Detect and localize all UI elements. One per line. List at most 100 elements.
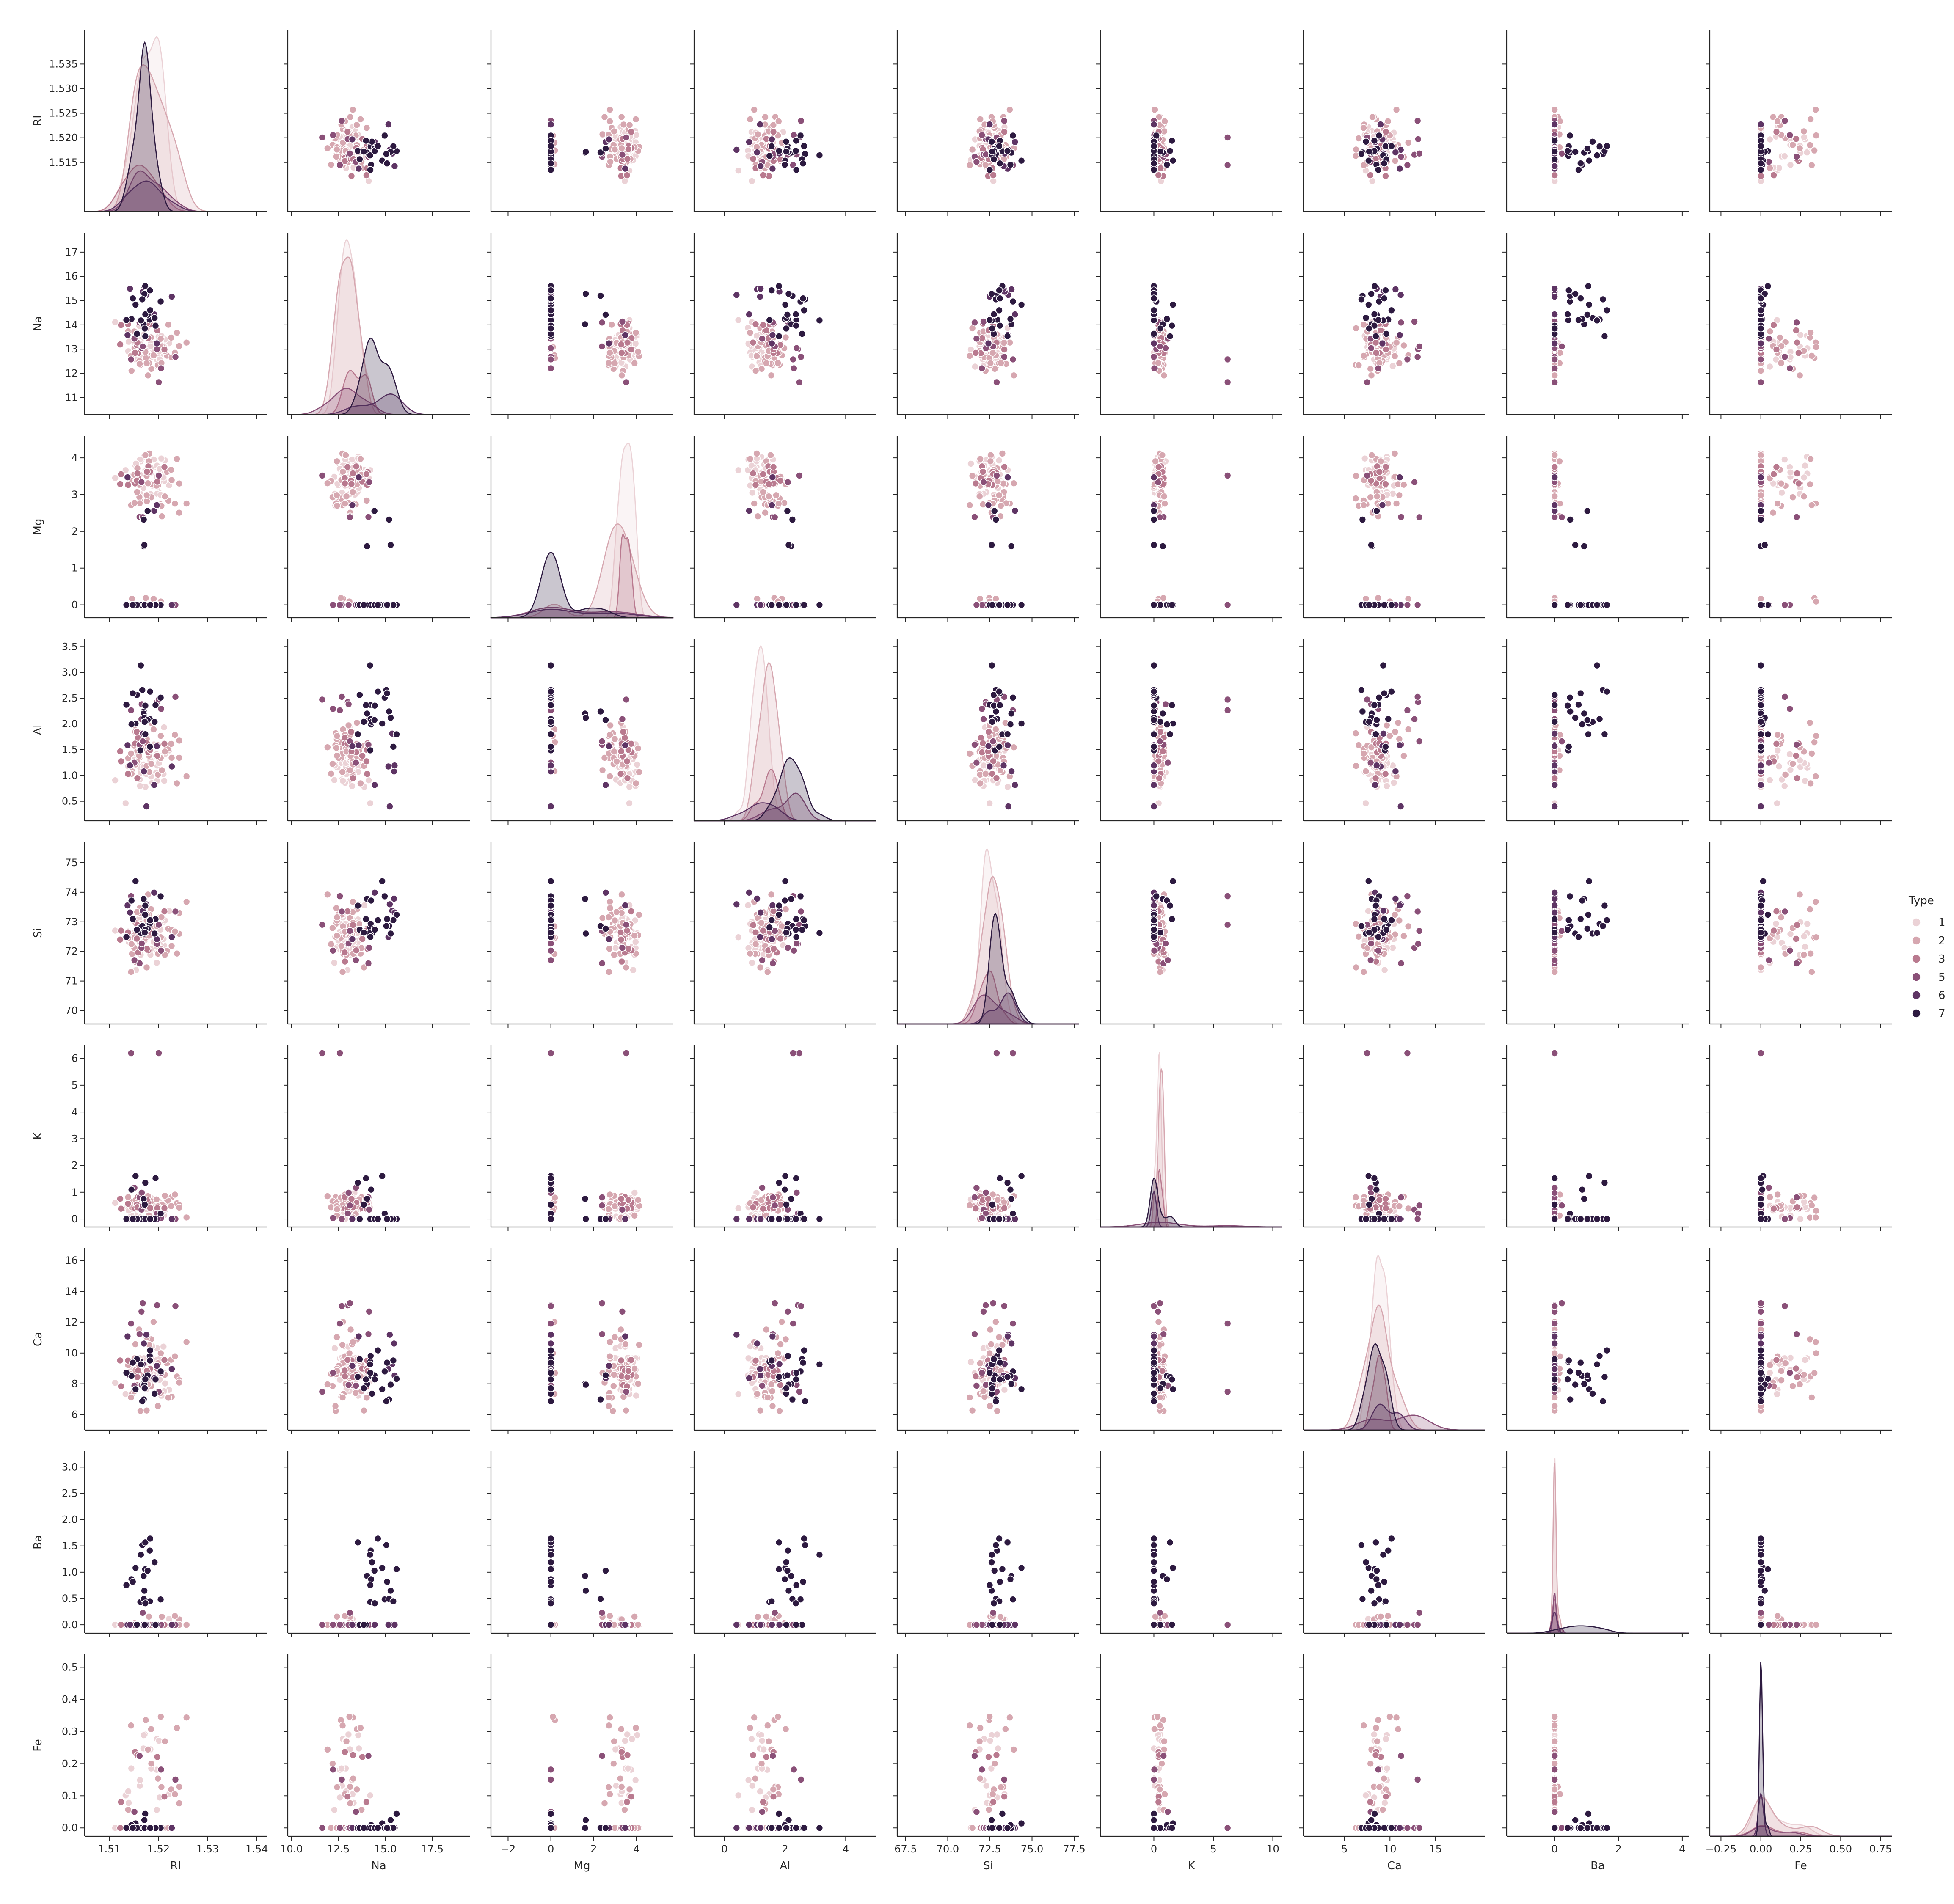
point-Na-Si-105 xyxy=(1008,286,1015,293)
point-Na-RI-100 xyxy=(171,353,179,361)
point-Mg-Fe-47 xyxy=(1789,493,1797,501)
point-Na-Ca-126 xyxy=(1382,330,1390,338)
point-Al-Mg-107 xyxy=(602,781,609,789)
point-Mg-RI-83 xyxy=(124,481,132,489)
point-Na-Ca-63 xyxy=(1355,361,1363,369)
point-Si-RI-91 xyxy=(116,936,124,944)
y-tick-label-Na: 15 xyxy=(65,295,78,307)
point-Si-RI-111 xyxy=(126,908,134,916)
point-Na-RI-124 xyxy=(141,332,149,340)
point-Na-K-126 xyxy=(1150,330,1158,338)
point-RI-Al-105 xyxy=(753,149,761,156)
point-RI-Si-133 xyxy=(995,142,1003,150)
point-RI-Si-42 xyxy=(968,146,976,154)
point-Mg-Ba-109 xyxy=(1551,501,1558,509)
point-Si-RI-119 xyxy=(140,895,148,903)
point-Na-Si-131 xyxy=(988,325,996,333)
y-tick-label-RI: 1.515 xyxy=(49,157,78,168)
point-Al-RI-104 xyxy=(143,803,150,810)
y-tick-label-Mg: 1 xyxy=(72,562,78,574)
point-RI-Ba-120 xyxy=(1571,148,1579,156)
point-RI-Al-89 xyxy=(749,155,757,163)
point-RI-Na-132 xyxy=(383,160,391,168)
point-Na-Fe-92 xyxy=(1772,346,1780,353)
point-Mg-Na-51 xyxy=(357,455,364,463)
point-Na-Fe-51 xyxy=(1807,329,1814,337)
point-Al-Mg-104 xyxy=(547,803,555,810)
point-Al-Mg-61 xyxy=(598,766,606,774)
point-Mg-K-130 xyxy=(1168,601,1176,609)
point-RI-Mg-61 xyxy=(598,130,606,138)
point-Na-Ba-115 xyxy=(1585,282,1592,290)
point-RI-K-98 xyxy=(1224,134,1232,141)
point-Al-Ba-133 xyxy=(1603,688,1611,696)
point-Si-Na-5 xyxy=(331,959,338,967)
point-Al-Ca-132 xyxy=(1380,689,1388,697)
point-Mg-Al-92 xyxy=(769,463,777,471)
point-Mg-Na-68 xyxy=(333,457,341,465)
point-Al-Ca-131 xyxy=(1365,718,1373,726)
point-Mg-Fe-52 xyxy=(1778,479,1785,487)
point-Al-RI-100 xyxy=(171,693,179,701)
point-Na-Al-131 xyxy=(783,325,790,333)
point-Na-K-79 xyxy=(1160,371,1168,380)
point-Al-Ca-116 xyxy=(1384,715,1392,723)
point-Mg-RI-71 xyxy=(131,499,138,507)
point-RI-Mg-89 xyxy=(623,155,631,163)
y-tick-label-Si: 75 xyxy=(65,857,78,869)
point-Na-Fe-82 xyxy=(1792,327,1800,334)
point-Mg-Ca-57 xyxy=(1404,595,1412,603)
point-RI-Al-54 xyxy=(761,113,769,121)
point-RI-Al-125 xyxy=(816,151,824,159)
point-RI-Si-121 xyxy=(1006,161,1014,169)
point-Al-Fe-104 xyxy=(1757,803,1765,810)
point-Mg-Al-61 xyxy=(754,512,762,520)
point-RI-Fe-82 xyxy=(1792,135,1800,143)
point-RI-Mg-52 xyxy=(617,113,626,121)
point-Mg-Al-104 xyxy=(733,601,741,609)
point-Na-Al-93 xyxy=(759,321,767,329)
y-tick-label-Si: 71 xyxy=(65,975,78,987)
point-Mg-Na-79 xyxy=(323,479,331,487)
point-Mg-K-133 xyxy=(1150,601,1158,609)
point-RI-Na-111 xyxy=(391,162,399,170)
point-Na-K-133 xyxy=(1150,306,1158,314)
point-Na-RI-51 xyxy=(173,329,181,337)
point-Mg-Na-99 xyxy=(329,601,337,609)
point-Al-Ba-128 xyxy=(1575,701,1582,709)
point-Na-Fe-133 xyxy=(1757,306,1765,314)
point-RI-K-133 xyxy=(1150,142,1158,150)
point-RI-K-102 xyxy=(1224,161,1232,169)
point-RI-Al-93 xyxy=(759,171,767,179)
point-Mg-Na-62 xyxy=(363,497,371,504)
point-Na-RI-132 xyxy=(129,294,137,303)
point-Na-Ba-133 xyxy=(1603,306,1611,314)
point-Mg-K-102 xyxy=(1224,601,1232,609)
point-Al-Ca-95 xyxy=(1411,715,1418,723)
point-RI-Si-99 xyxy=(978,131,986,139)
point-Al-Fe-59 xyxy=(1811,738,1819,746)
point-Na-Al-79 xyxy=(767,371,775,380)
point-Al-Na-53 xyxy=(339,768,346,776)
point-Mg-Ca-102 xyxy=(1403,601,1411,609)
point-Na-Si-87 xyxy=(972,349,980,357)
point-RI-Si-132 xyxy=(996,160,1004,168)
point-Mg-Na-102 xyxy=(336,601,344,609)
point-RI-Al-104 xyxy=(733,146,741,154)
point-Mg-Ba-92 xyxy=(1551,463,1558,471)
point-RI-Ca-110 xyxy=(1377,121,1384,128)
point-Al-Na-115 xyxy=(393,730,400,738)
point-RI-Na-126 xyxy=(356,155,364,163)
point-Na-Ca-79 xyxy=(1367,371,1375,380)
y-tick-label-Mg: 4 xyxy=(72,452,78,464)
point-Si-RI-110 xyxy=(168,933,176,941)
point-Mg-RI-78 xyxy=(161,493,169,500)
point-Mg-Ca-117 xyxy=(1359,516,1367,523)
point-Al-K-98 xyxy=(1224,696,1232,704)
point-Mg-Ca-42 xyxy=(1352,472,1360,480)
point-Na-Al-75 xyxy=(774,359,782,367)
point-Al-Na-71 xyxy=(344,721,353,729)
point-Mg-RI-108 xyxy=(124,473,132,481)
point-Mg-RI-79 xyxy=(144,479,152,487)
point-Al-K-103 xyxy=(1164,759,1172,767)
